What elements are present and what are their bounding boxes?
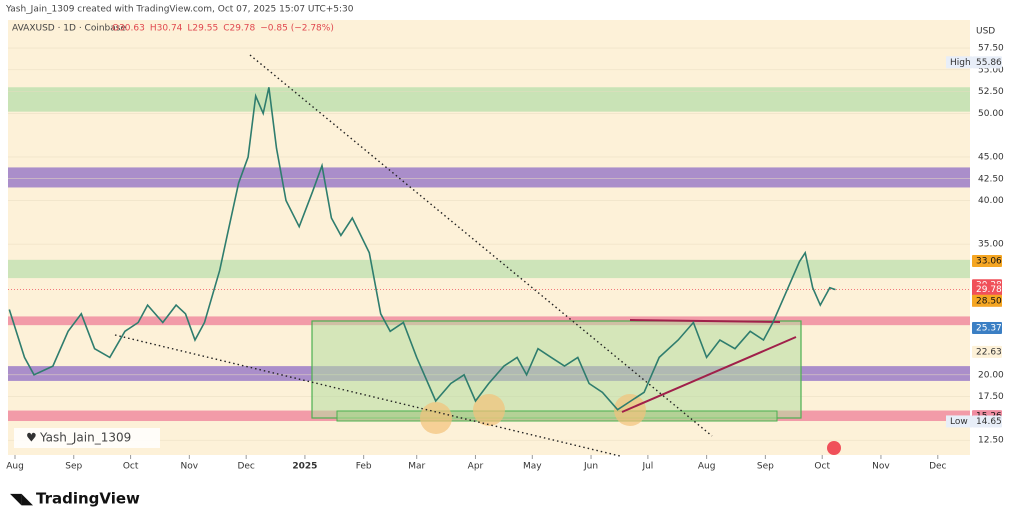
x-tick-label: Nov	[181, 462, 199, 472]
x-tick-label: Jun	[583, 462, 598, 472]
badge-name-bg	[946, 415, 972, 428]
zone	[8, 167, 970, 188]
x-tick-label: Mar	[408, 462, 425, 472]
x-tick-label: Nov	[872, 462, 890, 472]
trend-line	[114, 334, 621, 457]
currency: USD	[976, 27, 995, 37]
ohlc-value: C29.78	[223, 24, 255, 34]
price-badge	[972, 345, 1002, 358]
price-badge	[972, 322, 1002, 335]
x-tick-label: Feb	[356, 462, 372, 472]
badge-name-bg	[946, 56, 972, 69]
y-tick-label: 17.50	[978, 392, 1004, 402]
highlight	[420, 402, 452, 434]
price-line	[8, 87, 836, 411]
ohlc-value: L29.55	[187, 24, 218, 34]
y-tick-label: 42.50	[978, 174, 1004, 184]
rising-line	[621, 336, 797, 413]
x-tick-label: Sep	[65, 462, 82, 472]
x-tick-label: Oct	[123, 462, 139, 472]
y-tick-label: 45.00	[978, 152, 1004, 162]
zone	[8, 87, 970, 112]
annotations	[114, 54, 802, 457]
price-badge-label: 29.78	[976, 285, 1002, 295]
price-badge-label: 28.50	[976, 296, 1002, 306]
x-tick-label: 2025	[292, 462, 317, 472]
y-tick-label: 50.00	[978, 109, 1004, 119]
y-tick-label: 55.00	[978, 65, 1004, 75]
logo-icon: ◥◣	[10, 490, 34, 508]
y-tick-label: 12.50	[978, 436, 1004, 446]
footer-logo: TradingView	[36, 490, 140, 508]
ohlc-value: H30.74	[150, 24, 183, 34]
y-tick-label: 40.00	[978, 196, 1004, 206]
range-box	[311, 320, 802, 419]
y-tick-label: 20.00	[978, 370, 1004, 380]
price-badge	[972, 255, 1002, 268]
watermark: Yash_Jain_1309	[39, 431, 131, 445]
x-tick-label: May	[523, 462, 542, 472]
y-tick-label: 35.00	[978, 240, 1004, 250]
price-badge-label: 55.86	[976, 58, 1002, 68]
x-tick-label: Dec	[929, 462, 946, 472]
x-tick-label: Sep	[757, 462, 774, 472]
x-tick-label: Dec	[237, 462, 254, 472]
x-tick-label: Oct	[814, 462, 830, 472]
badge-name: Low	[950, 417, 968, 427]
highlight	[473, 394, 505, 426]
price-badge-label: 25.37	[976, 324, 1002, 334]
trend-line	[249, 54, 713, 437]
x-tick-label: Jul	[641, 462, 653, 472]
heart: ♥	[26, 431, 37, 445]
support-box	[336, 410, 778, 422]
highlight	[614, 394, 646, 426]
badge-name: High	[950, 58, 971, 68]
event-icon[interactable]	[827, 441, 841, 455]
y-tick-label: 57.50	[978, 44, 1004, 54]
price-badge-label: 14.65	[976, 417, 1002, 427]
price-badge	[972, 415, 1002, 428]
x-tick-label: Apr	[468, 462, 484, 472]
price-badge	[972, 56, 1002, 69]
price-badge	[972, 294, 1002, 307]
symbol: AVAXUSD · 1D · Coinbase	[12, 24, 126, 34]
x-tick-label: Aug	[6, 462, 24, 472]
ohlc-value: −0.85 (−2.78%)	[260, 24, 334, 34]
ohlc-value: O30.63	[112, 24, 145, 34]
y-tick-label: 52.50	[978, 87, 1004, 97]
header: Yash_Jain_1309 created with TradingView.…	[5, 5, 354, 15]
x-tick-label: Aug	[698, 462, 716, 472]
zone	[8, 259, 970, 279]
watermark-box	[14, 428, 160, 448]
price-badge-label: 22.63	[976, 347, 1002, 357]
resistance-line	[629, 319, 781, 323]
price-badge-label: 33.06	[976, 257, 1002, 267]
price-badge	[972, 283, 1002, 296]
